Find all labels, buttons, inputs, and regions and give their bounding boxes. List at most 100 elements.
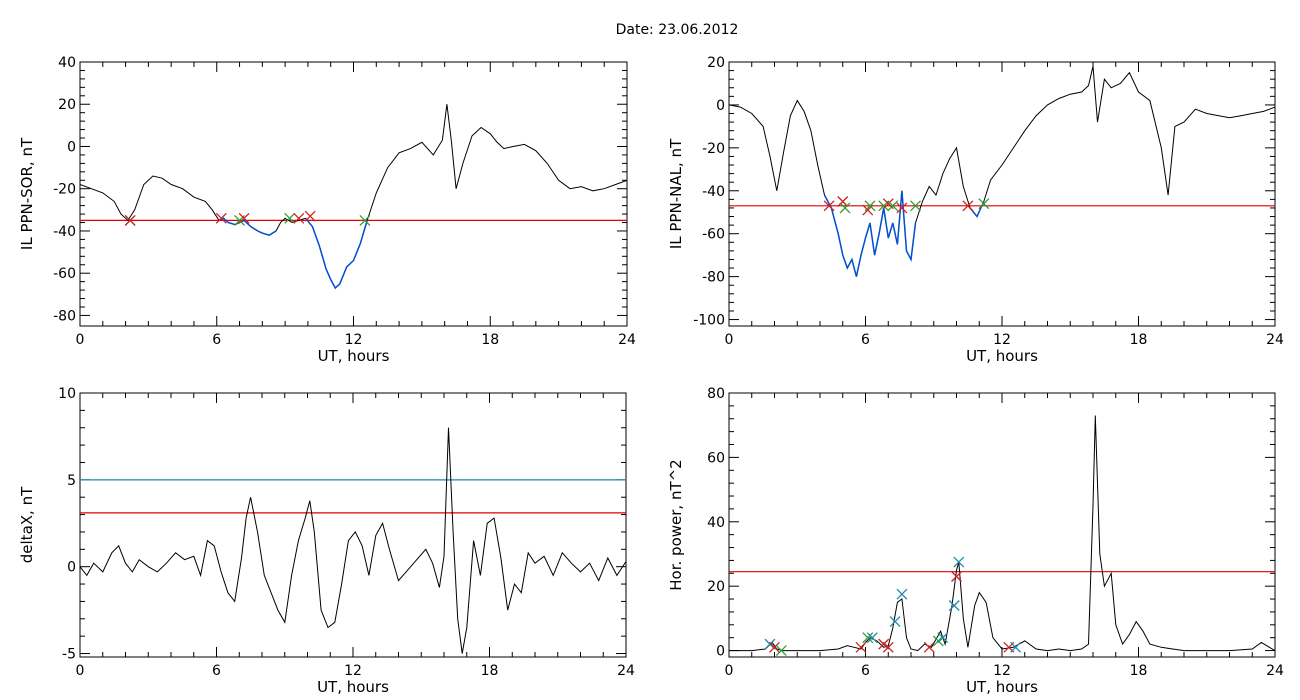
y-axis-label: Hor. power, nT^2 [667, 459, 685, 590]
event-marker [359, 214, 371, 226]
y-tick-label: 20 [707, 579, 725, 595]
plot-frame [728, 61, 1276, 327]
y-tick-label: -40 [53, 224, 76, 240]
event-marker [937, 632, 949, 644]
plot-frame [79, 61, 628, 327]
event-marker [953, 556, 965, 568]
event-marker [887, 200, 899, 212]
event-marker [304, 210, 316, 222]
y-tick-label: -60 [53, 266, 76, 282]
event-marker [855, 641, 867, 653]
event-marker [910, 200, 922, 212]
y-tick-label: -60 [702, 227, 725, 243]
event-marker [962, 200, 974, 212]
event-marker [978, 198, 990, 210]
x-tick-label: 12 [993, 332, 1011, 348]
event-marker [889, 616, 901, 628]
event-marker [764, 638, 776, 650]
y-tick-label: 10 [58, 386, 76, 402]
x-tick-label: 12 [345, 332, 363, 348]
y-tick-label: 40 [707, 515, 725, 531]
event-marker [896, 588, 908, 600]
y-tick-label: 0 [67, 139, 76, 155]
highlight-segment [823, 190, 917, 277]
y-tick-label: 20 [707, 55, 725, 71]
y-tick-label: 0 [67, 560, 76, 576]
event-marker [238, 212, 250, 224]
x-tick-label: 18 [481, 663, 499, 679]
x-axis-label: UT, hours [966, 678, 1038, 696]
plot-area [80, 427, 626, 654]
event-marker [1010, 641, 1022, 653]
y-tick-label: -80 [702, 270, 725, 286]
x-tick-label: 18 [481, 332, 499, 348]
y-axis-label: IL PPN-SOR, nT [18, 137, 36, 250]
plot-area [729, 415, 1275, 657]
event-marker [896, 202, 908, 214]
x-tick-label: 6 [212, 332, 221, 348]
x-tick-label: 24 [617, 663, 635, 679]
panel-horizontal-power: 0 6 12 18 24 0 20 40 60 80 UT, hours Hor. power, nT… [667, 386, 1284, 696]
x-tick-label: 24 [1266, 663, 1284, 679]
event-marker [878, 638, 890, 650]
y-tick-label: -20 [53, 182, 76, 198]
highlight-segment [305, 217, 368, 290]
x-tick-label: 0 [725, 332, 734, 348]
x-tick-label: 18 [1130, 332, 1148, 348]
series-line [729, 415, 1275, 652]
y-axis-label: deltaX, nT [18, 486, 36, 563]
y-tick-label: 60 [707, 450, 725, 466]
event-marker [293, 212, 305, 224]
event-marker [866, 632, 878, 644]
series-line [80, 427, 626, 654]
x-tick-label: 0 [76, 332, 85, 348]
event-marker [882, 641, 894, 653]
y-axis-label: IL PPN-NAL, nT [667, 138, 685, 249]
event-marker [932, 635, 944, 647]
x-tick-label: 6 [212, 663, 221, 679]
figure-title: Date: 23.06.2012 [616, 22, 739, 38]
y-tick-label: -5 [62, 647, 76, 663]
event-marker [823, 200, 835, 212]
event-marker [948, 600, 960, 611]
panel-ppn-sor: 0 6 12 18 24 -80 -60 -40 -20 0 20 40 UT, hours IL PPN… [18, 55, 636, 365]
highlight-segment [218, 217, 277, 237]
x-tick-label: 0 [725, 663, 734, 679]
x-tick-label: 12 [993, 663, 1011, 679]
y-tick-label: 80 [707, 386, 725, 402]
plot-area [80, 104, 627, 290]
y-tick-label: 0 [716, 644, 725, 660]
x-axis-label: UT, hours [317, 678, 389, 696]
y-tick-label: -100 [693, 313, 725, 329]
panel-ppn-nal: 0 6 12 18 24 -100 -80 -60 -40 -20 0 20 UT, hours IL P… [667, 55, 1284, 365]
plot-frame [728, 392, 1276, 658]
x-tick-label: 24 [1266, 332, 1284, 348]
event-marker [215, 212, 227, 224]
x-axis-label: UT, hours [318, 347, 390, 365]
x-tick-label: 6 [861, 663, 870, 679]
y-tick-label: 0 [716, 98, 725, 114]
y-tick-label: 20 [58, 97, 76, 113]
event-marker [951, 571, 962, 582]
y-tick-label: -40 [702, 184, 725, 200]
y-tick-label: -20 [702, 141, 725, 157]
event-marker [124, 214, 136, 226]
y-tick-label: -80 [53, 308, 76, 324]
y-tick-label: 40 [58, 55, 76, 71]
event-marker [923, 641, 935, 653]
x-tick-label: 0 [76, 663, 85, 679]
series-line [729, 66, 1275, 277]
event-marker [775, 645, 787, 657]
event-marker [769, 641, 780, 653]
plot-area [729, 66, 1275, 277]
x-tick-label: 6 [861, 332, 870, 348]
event-marker [284, 212, 296, 224]
x-tick-label: 18 [1130, 663, 1148, 679]
x-tick-label: 24 [618, 332, 636, 348]
event-marker [837, 196, 849, 207]
event-marker [839, 202, 851, 214]
plot-frame [79, 392, 627, 658]
event-marker [862, 632, 874, 644]
